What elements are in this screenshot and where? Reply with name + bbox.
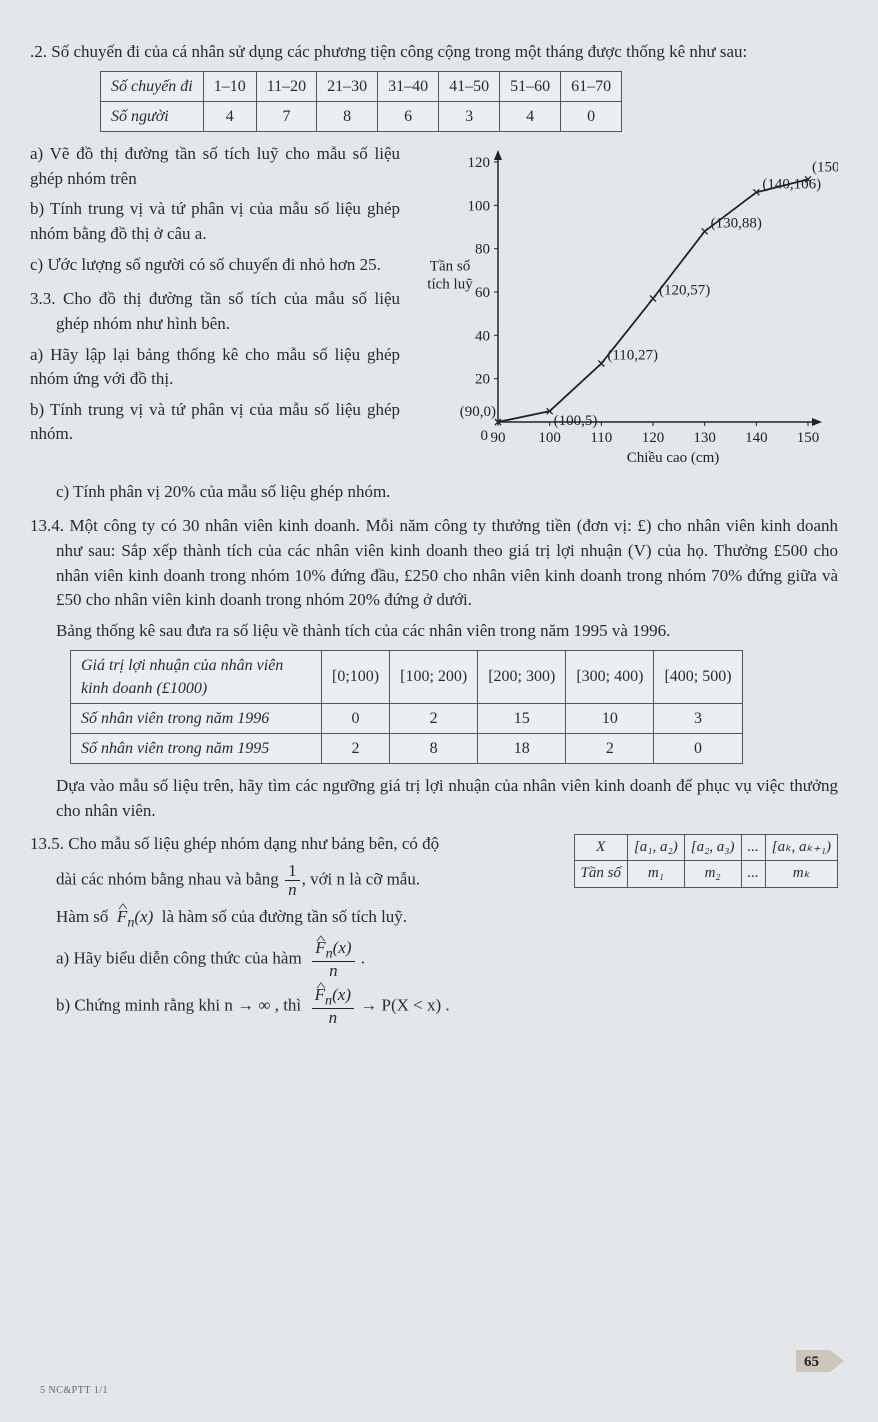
table-13-5-row-cell: m₂ xyxy=(684,861,741,888)
svg-text:100: 100 xyxy=(468,198,491,214)
table-3-2-value-cell: 4 xyxy=(500,101,561,131)
page-number: 65 xyxy=(796,1350,830,1372)
svg-text:150: 150 xyxy=(797,430,820,446)
problem-3-2-a: a) Vẽ đồ thị đường tần số tích luỹ cho m… xyxy=(30,142,400,191)
problem-3-3-c: c) Tính phân vị 20% của mẫu số liệu ghép… xyxy=(56,480,838,505)
table-13-5-header-cell: [a₂, a₃) xyxy=(684,834,741,861)
table-13-5-header-cell: [a₁, a₂) xyxy=(627,834,684,861)
problem-3-2-c: c) Ước lượng số người có số chuyến đi nh… xyxy=(30,253,400,278)
table-3-2-value-cell: 0 xyxy=(561,101,622,131)
problem-13-5-lead-c: , với n là cỡ mẫu. xyxy=(302,869,421,888)
svg-text:110: 110 xyxy=(590,430,612,446)
svg-text:130: 130 xyxy=(693,430,716,446)
table-13-5: X[a₁, a₂)[a₂, a₃)...[aₖ, aₖ₊₁) Tần sốm₁m… xyxy=(574,834,838,889)
table-13-4-row2-label: Số nhân viên trong năm 1995 xyxy=(71,734,322,764)
table-3-2-value-cell: 7 xyxy=(256,101,316,131)
table-3-2-value-cell: 4 xyxy=(203,101,256,131)
table-13-5-row-cell: ... xyxy=(741,861,765,888)
table-13-5-row-cell: Tần số xyxy=(574,861,627,888)
table-13-4-row2-cell: 8 xyxy=(390,734,478,764)
table-3-2-header-cell: Số chuyến đi xyxy=(101,71,204,101)
problem-13-5-b: b) Chứng minh rằng khi n → ∞ , thì Fn(x)… xyxy=(56,986,838,1027)
table-3-2-value-cell: 6 xyxy=(378,101,439,131)
svg-text:(140,106): (140,106) xyxy=(762,176,821,192)
svg-text:20: 20 xyxy=(475,372,490,388)
table-13-4-row2-cell: 0 xyxy=(654,734,742,764)
table-13-4-bin-cell: [400; 500) xyxy=(654,650,742,703)
svg-text:Chiều cao (cm): Chiều cao (cm) xyxy=(627,450,719,466)
svg-text:120: 120 xyxy=(642,430,665,446)
svg-text:tích luỹ: tích luỹ xyxy=(427,276,473,292)
svg-text:(100,5): (100,5) xyxy=(554,413,598,429)
table-13-4-row2-cell: 2 xyxy=(322,734,390,764)
problem-3-3-b: b) Tính trung vị và tứ phân vị của mẫu s… xyxy=(30,398,400,447)
problem-13-4-after: Dựa vào mẫu số liệu trên, hãy tìm các ng… xyxy=(56,774,838,823)
table-3-2-header-cell: 11–20 xyxy=(256,71,316,101)
problem-13-5-a: a) Hãy biểu diễn công thức của hàm Fn(x)… xyxy=(56,939,838,980)
svg-text:60: 60 xyxy=(475,285,490,301)
table-13-4-row1-cell: 0 xyxy=(322,703,390,733)
svg-text:120: 120 xyxy=(468,155,491,171)
table-13-4-bin-cell: [100; 200) xyxy=(390,650,478,703)
fraction-Fn-over-n-b: Fn(x) n xyxy=(312,986,354,1027)
problem-13-5-lead-a: 13.5. Cho mẫu số liệu ghép nhóm dạng như… xyxy=(30,834,439,853)
svg-text:(120,57): (120,57) xyxy=(659,283,710,299)
svg-text:(110,27): (110,27) xyxy=(607,348,658,364)
problem-13-5-line2: Hàm số Fn(x) là hàm số của đường tần số … xyxy=(56,905,838,933)
table-3-2-header-cell: 31–40 xyxy=(378,71,439,101)
svg-text:40: 40 xyxy=(475,328,490,344)
table-3-2-header-cell: 61–70 xyxy=(561,71,622,101)
table-3-2-header-cell: 41–50 xyxy=(439,71,500,101)
svg-text:(150,112): (150,112) xyxy=(812,159,838,175)
problem-13-5-b-post: → P(X < x) . xyxy=(360,995,449,1014)
svg-text:0: 0 xyxy=(481,428,489,444)
table-3-2-header-cell: 51–60 xyxy=(500,71,561,101)
table-3-2-header-cell: 1–10 xyxy=(203,71,256,101)
problem-13-5-lead-b: dài các nhóm bằng nhau và bằng xyxy=(56,869,279,888)
problem-3-2-lead: .2. Số chuyến đi của cá nhân sử dụng các… xyxy=(30,40,838,65)
table-13-4-row1-cell: 3 xyxy=(654,703,742,733)
table-13-4-row2-cell: 18 xyxy=(478,734,566,764)
footer-code: 5 NC&PTT 1/1 xyxy=(40,1384,108,1399)
svg-text:(130,88): (130,88) xyxy=(711,215,762,231)
table-13-4-bin-cell: [300; 400) xyxy=(566,650,654,703)
problem-3-3-a: a) Hãy lập lại bảng thống kê cho mẫu số … xyxy=(30,343,400,392)
table-13-4-row1-label: Số nhân viên trong năm 1996 xyxy=(71,703,322,733)
problem-13-5-b-pre: b) Chứng minh rằng khi n → ∞ , thì xyxy=(56,995,301,1014)
table-13-4: Giá trị lợi nhuận của nhân viên kinh doa… xyxy=(70,650,743,765)
table-13-5-row-cell: mₖ xyxy=(765,861,837,888)
problem-13-4-sub: Bảng thống kê sau đưa ra số liệu về thàn… xyxy=(56,619,838,644)
problem-13-4-lead: 13.4. Một công ty có 30 nhân viên kinh d… xyxy=(30,514,838,613)
table-13-4-row1-cell: 15 xyxy=(478,703,566,733)
table-13-5-header-cell: X xyxy=(574,834,627,861)
table-13-4-row1-cell: 10 xyxy=(566,703,654,733)
cumulative-frequency-chart: 20 40 60 80 100 120 90 100 110 120 130 140 150 0 Tần s… xyxy=(418,142,838,472)
problem-3-2-b: b) Tính trung vị và tứ phân vị của mẫu s… xyxy=(30,197,400,246)
table-13-4-header-label: Giá trị lợi nhuận của nhân viên kinh doa… xyxy=(71,650,322,703)
table-13-4-bin-cell: [0;100) xyxy=(322,650,390,703)
table-13-4-bin-cell: [200; 300) xyxy=(478,650,566,703)
table-3-2-value-cell: 3 xyxy=(439,101,500,131)
table-3-2-header-cell: 21–30 xyxy=(317,71,378,101)
svg-text:140: 140 xyxy=(745,430,768,446)
svg-text:80: 80 xyxy=(475,242,490,258)
svg-text:Tần số: Tần số xyxy=(430,258,471,274)
table-13-5-header-cell: ... xyxy=(741,834,765,861)
table-3-2-row-label: Số người xyxy=(101,101,204,131)
table-13-5-row-cell: m₁ xyxy=(627,861,684,888)
problem-13-5-a-pre: a) Hãy biểu diễn công thức của hàm xyxy=(56,948,302,967)
fraction-Fn-over-n-a: Fn(x) n xyxy=(312,939,354,980)
table-3-2: Số chuyến đi1–1011–2021–3031–4041–5051–6… xyxy=(100,71,622,132)
svg-text:(90,0): (90,0) xyxy=(460,404,496,420)
table-13-5-header-cell: [aₖ, aₖ₊₁) xyxy=(765,834,837,861)
svg-text:100: 100 xyxy=(538,430,561,446)
table-13-4-row2-cell: 2 xyxy=(566,734,654,764)
table-13-4-row1-cell: 2 xyxy=(390,703,478,733)
table-3-2-value-cell: 8 xyxy=(317,101,378,131)
fraction-1-over-n: 1n xyxy=(285,862,300,899)
problem-3-3-lead: 3.3. Cho đồ thị đường tần số tích của mẫ… xyxy=(30,287,400,336)
svg-text:90: 90 xyxy=(491,430,506,446)
